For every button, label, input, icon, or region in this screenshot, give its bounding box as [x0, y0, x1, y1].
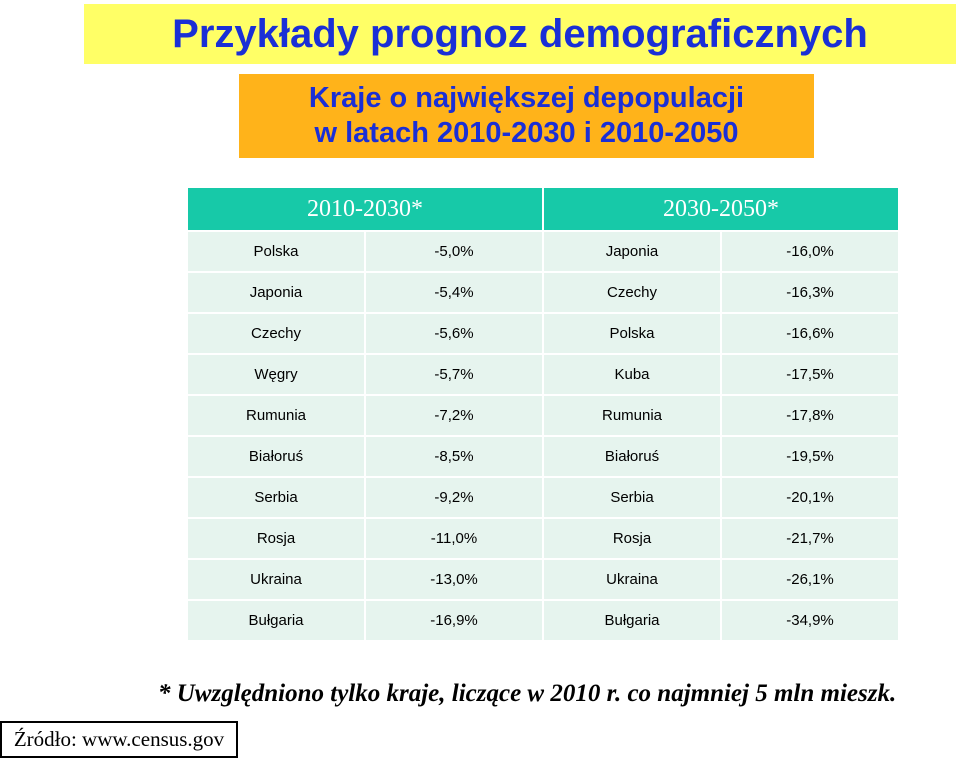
value-2030-2050-cell: -26,1%	[720, 558, 900, 601]
country-2030-2050-cell: Bułgaria	[542, 599, 722, 642]
country-2030-2050-cell: Ukraina	[542, 558, 722, 601]
country-2010-2030-cell: Serbia	[186, 476, 366, 519]
header-2030-2050: 2030-2050*	[542, 186, 900, 232]
value-2030-2050-cell: -19,5%	[720, 435, 900, 478]
table-row: Polska -5,0% Japonia -16,0%	[186, 230, 900, 273]
depopulation-table: 2010-2030* 2030-2050* Polska -5,0% Japonia…	[186, 186, 900, 642]
country-2010-2030-cell: Bułgaria	[186, 599, 366, 642]
table-row: Ukraina -13,0% Ukraina -26,1%	[186, 558, 900, 601]
value-2010-2030-cell: -8,5%	[364, 435, 544, 478]
country-2010-2030-cell: Węgry	[186, 353, 366, 396]
value-2010-2030-cell: -16,9%	[364, 599, 544, 642]
country-2010-2030-cell: Polska	[186, 230, 366, 273]
value-2030-2050-cell: -21,7%	[720, 517, 900, 560]
table-header-row: 2010-2030* 2030-2050*	[186, 186, 900, 232]
value-2010-2030-cell: -5,6%	[364, 312, 544, 355]
subtitle-line-1: Kraje o największej depopulacji	[308, 82, 745, 114]
value-2010-2030-cell: -11,0%	[364, 517, 544, 560]
value-2030-2050-cell: -17,8%	[720, 394, 900, 437]
country-2010-2030-cell: Rumunia	[186, 394, 366, 437]
country-2030-2050-cell: Rosja	[542, 517, 722, 560]
table-row: Japonia -5,4% Czechy -16,3%	[186, 271, 900, 314]
country-2030-2050-cell: Japonia	[542, 230, 722, 273]
value-2010-2030-cell: -5,0%	[364, 230, 544, 273]
country-2010-2030-cell: Japonia	[186, 271, 366, 314]
country-2010-2030-cell: Czechy	[186, 312, 366, 355]
source-label: Źródło: www.census.gov	[0, 721, 238, 758]
title-banner: Przykłady prognoz demograficznych	[84, 4, 956, 64]
value-2030-2050-cell: -20,1%	[720, 476, 900, 519]
header-2010-2030: 2010-2030*	[186, 186, 544, 232]
table-body: Polska -5,0% Japonia -16,0% Japonia -5,4% Czec…	[186, 230, 900, 642]
country-2030-2050-cell: Polska	[542, 312, 722, 355]
page-title: Przykłady prognoz demograficznych	[172, 11, 868, 56]
value-2030-2050-cell: -17,5%	[720, 353, 900, 396]
table-row: Serbia -9,2% Serbia -20,1%	[186, 476, 900, 519]
value-2030-2050-cell: -16,6%	[720, 312, 900, 355]
table-row: Czechy -5,6% Polska -16,6%	[186, 312, 900, 355]
subtitle-line-2: w latach 2010-2030 i 2010-2050	[314, 117, 739, 149]
value-2010-2030-cell: -5,7%	[364, 353, 544, 396]
value-2010-2030-cell: -9,2%	[364, 476, 544, 519]
table-row: Bułgaria -16,9% Bułgaria -34,9%	[186, 599, 900, 642]
table-row: Rosja -11,0% Rosja -21,7%	[186, 517, 900, 560]
value-2030-2050-cell: -16,3%	[720, 271, 900, 314]
country-2010-2030-cell: Ukraina	[186, 558, 366, 601]
country-2030-2050-cell: Białoruś	[542, 435, 722, 478]
value-2030-2050-cell: -34,9%	[720, 599, 900, 642]
subtitle-box: Kraje o największej depopulacji w latach…	[239, 74, 814, 158]
value-2010-2030-cell: -5,4%	[364, 271, 544, 314]
country-2030-2050-cell: Serbia	[542, 476, 722, 519]
country-2030-2050-cell: Kuba	[542, 353, 722, 396]
table-row: Rumunia -7,2% Rumunia -17,8%	[186, 394, 900, 437]
footnote: * Uwzględniono tylko kraje, liczące w 20…	[158, 680, 897, 707]
country-2030-2050-cell: Rumunia	[542, 394, 722, 437]
country-2030-2050-cell: Czechy	[542, 271, 722, 314]
value-2030-2050-cell: -16,0%	[720, 230, 900, 273]
table-row: Węgry -5,7% Kuba -17,5%	[186, 353, 900, 396]
country-2010-2030-cell: Białoruś	[186, 435, 366, 478]
value-2010-2030-cell: -7,2%	[364, 394, 544, 437]
value-2010-2030-cell: -13,0%	[364, 558, 544, 601]
table-row: Białoruś -8,5% Białoruś -19,5%	[186, 435, 900, 478]
country-2010-2030-cell: Rosja	[186, 517, 366, 560]
